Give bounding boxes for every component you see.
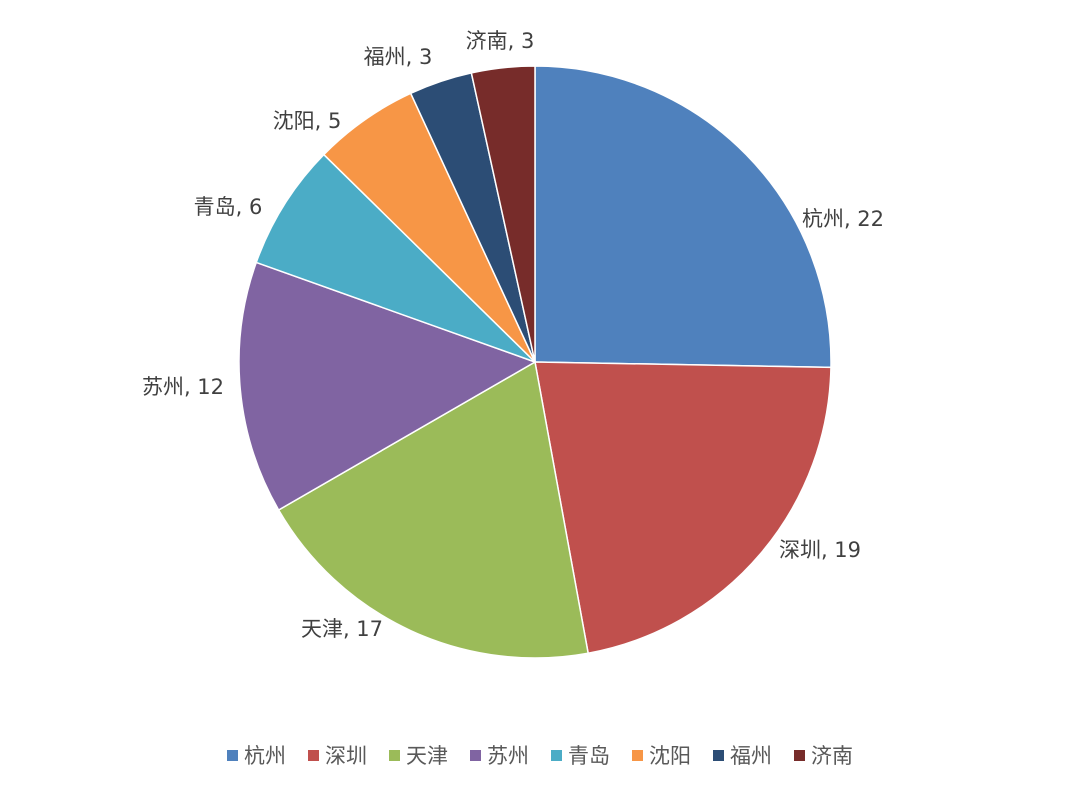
legend-swatch xyxy=(551,749,562,761)
data-label: 天津, 17 xyxy=(301,617,383,641)
legend-label: 深圳 xyxy=(325,744,367,768)
legend-item: 苏州 xyxy=(470,740,529,770)
legend-swatch xyxy=(632,749,643,761)
legend-swatch xyxy=(794,749,805,761)
pie-slice-7 xyxy=(470,65,536,363)
legend-label: 杭州 xyxy=(244,744,286,768)
data-label: 福州, 3 xyxy=(364,45,433,69)
legend-swatch xyxy=(470,749,481,761)
legend-swatch xyxy=(308,749,319,761)
legend: 杭州 深圳 天津 苏州 青岛 沈阳 福州 济南 xyxy=(0,740,1080,770)
legend-item: 天津 xyxy=(389,740,448,770)
legend-swatch xyxy=(389,749,400,761)
legend-item: 青岛 xyxy=(551,740,610,770)
legend-label: 福州 xyxy=(730,744,772,768)
legend-label: 沈阳 xyxy=(649,744,691,768)
legend-label: 苏州 xyxy=(487,744,529,768)
pie-slice-2 xyxy=(277,360,590,659)
pie-slice-0 xyxy=(534,65,832,369)
legend-item: 杭州 xyxy=(227,740,286,770)
legend-item: 深圳 xyxy=(308,740,367,770)
legend-label: 天津 xyxy=(406,744,448,768)
legend-swatch xyxy=(713,749,724,761)
pie-slice-4 xyxy=(255,153,536,363)
data-label: 青岛, 6 xyxy=(194,195,263,219)
legend-label: 青岛 xyxy=(568,744,610,768)
legend-item: 福州 xyxy=(713,740,772,770)
legend-swatch xyxy=(227,749,238,761)
legend-item: 济南 xyxy=(794,740,853,770)
data-label: 深圳, 19 xyxy=(779,538,861,562)
data-label: 杭州, 22 xyxy=(802,207,884,231)
data-label: 济南, 3 xyxy=(466,29,535,53)
legend-label: 济南 xyxy=(811,744,853,768)
legend-item: 沈阳 xyxy=(632,740,691,770)
pie-slice-3 xyxy=(238,261,537,512)
data-label: 苏州, 12 xyxy=(142,375,224,399)
data-label: 沈阳, 5 xyxy=(273,109,342,133)
pie-slice-1 xyxy=(534,361,832,655)
